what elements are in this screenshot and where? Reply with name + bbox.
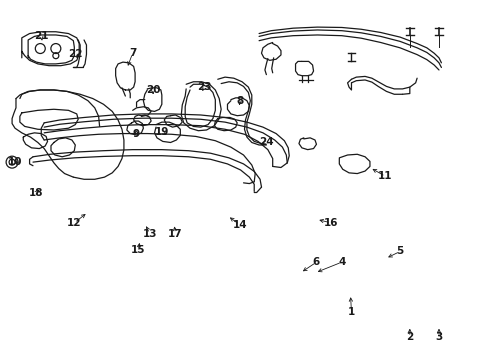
Text: 14: 14 — [232, 220, 246, 230]
Text: 9: 9 — [133, 129, 140, 139]
Text: 6: 6 — [312, 257, 320, 267]
Text: 23: 23 — [197, 82, 211, 92]
Text: 5: 5 — [396, 247, 403, 256]
Text: 11: 11 — [378, 171, 392, 181]
Text: 22: 22 — [68, 49, 82, 59]
Text: 13: 13 — [142, 229, 157, 239]
Text: 7: 7 — [129, 48, 136, 58]
Text: 2: 2 — [406, 332, 412, 342]
Text: 17: 17 — [168, 229, 183, 239]
Text: 16: 16 — [323, 218, 338, 228]
Text: 18: 18 — [29, 188, 43, 198]
Text: 20: 20 — [145, 85, 160, 95]
Text: 4: 4 — [337, 257, 345, 267]
Text: 3: 3 — [434, 332, 442, 342]
Text: 19: 19 — [154, 127, 169, 137]
Text: 10: 10 — [8, 157, 22, 167]
Text: 1: 1 — [347, 307, 354, 317]
Text: 21: 21 — [34, 31, 48, 41]
Text: 24: 24 — [259, 138, 273, 148]
Text: 8: 8 — [236, 96, 243, 107]
Text: 15: 15 — [131, 245, 145, 255]
Text: 12: 12 — [67, 218, 81, 228]
